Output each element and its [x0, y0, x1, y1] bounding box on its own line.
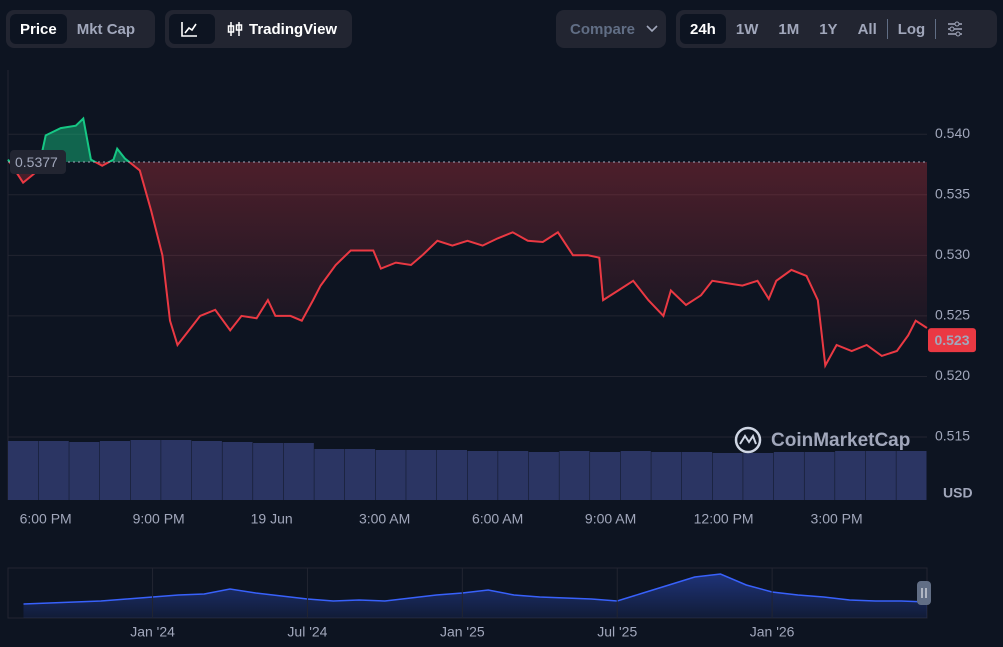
- navigator-handle-grip: [921, 588, 927, 598]
- x-tick-label: 3:00 AM: [359, 511, 410, 527]
- last-value-tag: [928, 328, 976, 353]
- watermark-text: CoinMarketCap: [771, 430, 910, 451]
- volume-bar: [712, 453, 743, 500]
- volume-bar: [222, 442, 253, 500]
- volume-bar: [130, 440, 161, 500]
- volume-bar: [773, 452, 804, 500]
- x-tick-label: 19 Jun: [251, 511, 293, 527]
- y-tick-label: 0.515: [935, 428, 970, 444]
- y-tick-label: 0.540: [935, 125, 970, 141]
- volume-bar: [620, 451, 651, 500]
- volume-bar: [743, 453, 774, 500]
- volume-bar: [283, 443, 314, 500]
- volume-bar: [99, 441, 131, 500]
- volume-bar: [681, 452, 713, 500]
- tradingview-label: TradingView: [249, 20, 338, 38]
- volume-bar: [590, 452, 621, 500]
- volume-bar: [651, 452, 682, 500]
- navigator-tick-label: Jul '24: [287, 624, 327, 640]
- x-tick-label: 6:00 PM: [20, 511, 72, 527]
- settings-button[interactable]: [936, 14, 974, 44]
- volume-bar: [344, 449, 376, 500]
- y-tick-label: 0.525: [935, 307, 970, 323]
- area-down: [9, 162, 927, 366]
- range-all[interactable]: All: [857, 20, 877, 38]
- candle-icon: [227, 22, 243, 36]
- y-tick-label: 0.520: [935, 367, 970, 383]
- volume-bar: [38, 441, 69, 500]
- navigator-frame: [7, 567, 928, 619]
- volume-bar: [896, 451, 927, 500]
- x-tick-label: 12:00 PM: [694, 511, 754, 527]
- currency-label: USD: [943, 485, 973, 501]
- reference-tag: [10, 150, 66, 175]
- range-1y[interactable]: 1Y: [819, 20, 838, 38]
- range-1w[interactable]: 1W: [735, 20, 759, 38]
- range-selector: 24h 1W 1M 1Y All Log: [676, 10, 997, 48]
- volume-bar: [528, 452, 559, 500]
- volume-bar: [498, 451, 529, 500]
- line-icon: [181, 22, 197, 37]
- volume-bar: [467, 451, 498, 500]
- watermark-logo: [734, 426, 762, 454]
- navigator-area: [23, 574, 927, 618]
- log-button[interactable]: Log: [897, 20, 926, 38]
- navigator-tick-label: Jan '25: [440, 624, 485, 640]
- x-tick-label: 3:00 PM: [811, 511, 863, 527]
- x-tick-label: 9:00 AM: [585, 511, 636, 527]
- chevron: [646, 25, 658, 33]
- volume-bar: [804, 452, 835, 500]
- price-button[interactable]: Price: [10, 14, 67, 44]
- last-value-label: 0.523: [934, 332, 969, 348]
- volume-bar: [406, 450, 437, 500]
- x-tick-label: 6:00 AM: [472, 511, 523, 527]
- navigator-tick-label: Jan '24: [130, 624, 175, 640]
- compare-dropdown[interactable]: Compare: [556, 10, 666, 48]
- y-tick-label: 0.535: [935, 185, 970, 201]
- price-toggle: Price Mkt Cap: [6, 10, 155, 48]
- volume-bar: [314, 449, 345, 500]
- volume-bar: [559, 451, 590, 500]
- divider: [886, 19, 888, 39]
- volume-bar: [8, 441, 39, 500]
- divider: [935, 19, 937, 39]
- line-button[interactable]: [169, 14, 215, 44]
- settings-icon: [948, 21, 963, 37]
- watermark-logo-mark: [739, 433, 757, 445]
- y-tick-label: 0.530: [935, 246, 970, 262]
- mktcap-button[interactable]: Mkt Cap: [76, 20, 136, 38]
- price-line-up: [7, 116, 131, 163]
- navigator-tick-label: Jan '26: [750, 624, 795, 640]
- volume-bar: [191, 441, 222, 500]
- volume-bar: [375, 450, 406, 500]
- volume-bar: [835, 451, 866, 500]
- volume-bar: [865, 451, 896, 500]
- navigator-tick-label: Jul '25: [597, 624, 637, 640]
- area-up: [8, 118, 927, 163]
- volume-bar: [436, 450, 467, 500]
- navigator-handle: [917, 581, 931, 605]
- watermark: CoinMarketCap: [734, 426, 910, 454]
- price-line-down: [8, 162, 928, 369]
- range-1m[interactable]: 1M: [778, 20, 800, 38]
- x-tick-label: 9:00 PM: [133, 511, 185, 527]
- compare-label: Compare: [570, 20, 636, 38]
- volume-bar: [161, 440, 192, 500]
- volume-bar: [69, 442, 100, 500]
- tradingview-button[interactable]: TradingView: [215, 14, 347, 44]
- chart-type: TradingView: [165, 10, 352, 48]
- volume-bar: [253, 443, 284, 500]
- navigator-line: [23, 573, 928, 605]
- reference-label: 0.5377: [15, 154, 58, 170]
- range-24h[interactable]: 24h: [680, 14, 726, 44]
